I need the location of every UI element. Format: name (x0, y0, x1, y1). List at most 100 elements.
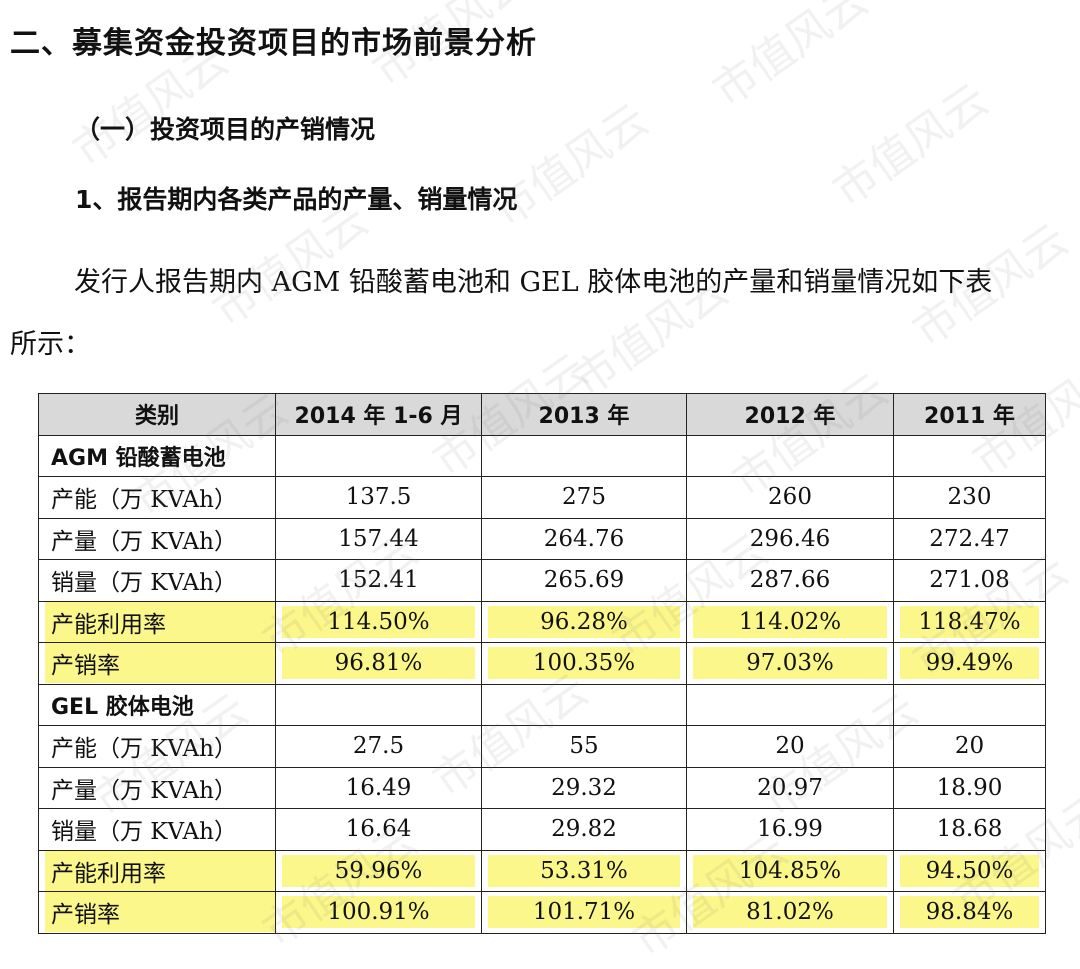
row-label: 产能（万 KVAh） (38, 725, 276, 768)
intro-line-2: 所示： (10, 329, 91, 360)
value-cell: 96.81% (275, 642, 482, 685)
value-cell: 81.02% (686, 891, 894, 934)
highlighted-text: 94.50% (900, 854, 1039, 887)
value-cell: 16.99 (686, 808, 894, 851)
empty-cell (686, 683, 894, 726)
row-label: 产量（万 KVAh） (38, 517, 276, 560)
value-cell: 20 (686, 725, 894, 768)
group-label: AGM 铅酸蓄电池 (38, 434, 276, 477)
table-row: 产能利用率 59.96% 53.31% 104.85% 94.50% (38, 849, 1046, 892)
header-2013: 2013 年 (481, 393, 687, 436)
header-2011: 2011 年 (893, 393, 1046, 436)
row-label: 产能利用率 (38, 849, 276, 892)
intro-line-1: 发行人报告期内 AGM 铅酸蓄电池和 GEL 胶体电池的产量和销量情况如下表 (74, 267, 993, 298)
row-label: 产销率 (38, 891, 276, 934)
value-cell: 296.46 (686, 517, 894, 560)
empty-cell (893, 683, 1046, 726)
header-category: 类别 (38, 393, 276, 436)
value-cell: 114.02% (686, 600, 894, 643)
empty-cell (275, 683, 482, 726)
highlighted-text: 59.96% (282, 854, 475, 887)
value-cell: 53.31% (481, 849, 687, 892)
table-header-row: 类别 2014 年 1-6 月 2013 年 2012 年 2011 年 (38, 393, 1046, 436)
group-label: GEL 胶体电池 (38, 683, 276, 726)
value-cell: 55 (481, 725, 687, 768)
subsection-heading: （一）投资项目的产销情况 (75, 115, 376, 144)
table-row: 产量（万 KVAh） 16.49 29.32 20.97 18.90 (38, 766, 1046, 809)
value-cell: 96.28% (481, 600, 687, 643)
value-cell: 27.5 (275, 725, 482, 768)
value-cell: 98.84% (893, 891, 1046, 934)
value-cell: 264.76 (481, 517, 687, 560)
table-row: 产销率 96.81% 100.35% 97.03% 99.49% (38, 642, 1046, 685)
highlighted-text: 100.35% (488, 647, 680, 680)
value-cell: 18.90 (893, 766, 1046, 809)
group-row: AGM 铅酸蓄电池 (38, 434, 1046, 477)
highlighted-text: 101.71% (488, 896, 680, 929)
row-label: 销量（万 KVAh） (38, 808, 276, 851)
row-label: 销量（万 KVAh） (38, 559, 276, 602)
highlighted-text: 114.02% (693, 605, 887, 638)
empty-cell (893, 434, 1046, 477)
value-cell: 97.03% (686, 642, 894, 685)
highlighted-text: 99.49% (900, 647, 1039, 680)
value-cell: 20.97 (686, 766, 894, 809)
highlighted-text: 产销率 (45, 892, 275, 933)
watermark-text: 市值风云 (823, 74, 998, 218)
value-cell: 137.5 (275, 476, 482, 519)
value-cell: 265.69 (481, 559, 687, 602)
value-cell: 59.96% (275, 849, 482, 892)
value-cell: 16.64 (275, 808, 482, 851)
highlighted-text: 81.02% (693, 896, 887, 929)
highlighted-text: 产能利用率 (45, 601, 275, 642)
value-cell: 157.44 (275, 517, 482, 560)
highlighted-text: 97.03% (693, 647, 887, 680)
value-cell: 114.50% (275, 600, 482, 643)
value-cell: 118.47% (893, 600, 1046, 643)
highlighted-text: 产销率 (45, 643, 275, 684)
row-label: 产量（万 KVAh） (38, 766, 276, 809)
group-row: GEL 胶体电池 (38, 683, 1046, 726)
highlighted-text: 98.84% (900, 896, 1039, 929)
highlighted-text: 53.31% (488, 854, 680, 887)
value-cell: 100.35% (481, 642, 687, 685)
value-cell: 260 (686, 476, 894, 519)
table-row: 产能（万 KVAh） 27.5 55 20 20 (38, 725, 1046, 768)
table-row: 产能（万 KVAh） 137.5 275 260 230 (38, 476, 1046, 519)
section-heading: 二、募集资金投资项目的市场前景分析 (10, 26, 537, 61)
value-cell: 287.66 (686, 559, 894, 602)
highlighted-text: 118.47% (900, 605, 1039, 638)
row-label: 产能（万 KVAh） (38, 476, 276, 519)
value-cell: 100.91% (275, 891, 482, 934)
row-label: 产能利用率 (38, 600, 276, 643)
highlighted-text: 104.85% (693, 854, 887, 887)
highlighted-text: 产能利用率 (45, 850, 275, 891)
value-cell: 16.49 (275, 766, 482, 809)
highlighted-text: 114.50% (282, 605, 475, 638)
value-cell: 94.50% (893, 849, 1046, 892)
value-cell: 99.49% (893, 642, 1046, 685)
table-row: 产量（万 KVAh） 157.44 264.76 296.46 272.47 (38, 517, 1046, 560)
empty-cell (481, 683, 687, 726)
table-row: 产能利用率 114.50% 96.28% 114.02% 118.47% (38, 600, 1046, 643)
value-cell: 29.32 (481, 766, 687, 809)
value-cell: 272.47 (893, 517, 1046, 560)
header-2012: 2012 年 (686, 393, 894, 436)
row-label: 产销率 (38, 642, 276, 685)
item-heading: 1、报告期内各类产品的产量、销量情况 (75, 185, 518, 214)
table-row: 销量（万 KVAh） 152.41 265.69 287.66 271.08 (38, 559, 1046, 602)
table-row: 销量（万 KVAh） 16.64 29.82 16.99 18.68 (38, 808, 1046, 851)
highlighted-text: 100.91% (282, 896, 475, 929)
highlighted-text: 96.81% (282, 647, 475, 680)
highlighted-text: 96.28% (488, 605, 680, 638)
empty-cell (275, 434, 482, 477)
value-cell: 152.41 (275, 559, 482, 602)
value-cell: 29.82 (481, 808, 687, 851)
value-cell: 101.71% (481, 891, 687, 934)
value-cell: 104.85% (686, 849, 894, 892)
value-cell: 18.68 (893, 808, 1046, 851)
table-row: 产销率 100.91% 101.71% 81.02% 98.84% (38, 891, 1046, 934)
production-sales-table: 类别 2014 年 1-6 月 2013 年 2012 年 2011 年 AGM… (38, 393, 1046, 934)
intro-paragraph: 发行人报告期内 AGM 铅酸蓄电池和 GEL 胶体电池的产量和销量情况如下表 所… (10, 252, 1075, 376)
value-cell: 271.08 (893, 559, 1046, 602)
